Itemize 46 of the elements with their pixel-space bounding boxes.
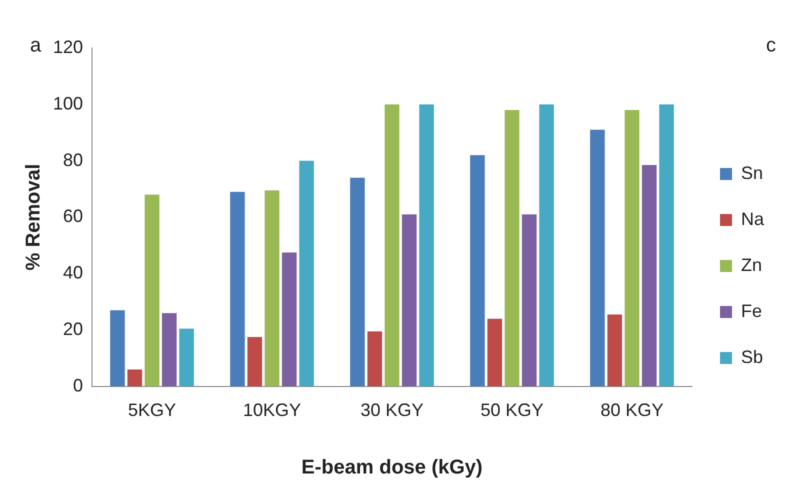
x-tick-label: 50 KGY [480,400,544,420]
text: a [30,34,42,57]
bar [110,310,125,386]
y-tick-label: 0 [73,375,84,396]
y-axis-title: % Removal [22,164,45,271]
y-tick-label: 80 [63,150,84,170]
bar [367,331,382,386]
bar [470,155,485,386]
bar [282,252,297,386]
x-tick-label: 10KGY [242,400,302,420]
bar [590,130,605,386]
bar [624,110,640,386]
y-tick-label: 40 [63,262,84,283]
legend-label: Fe [740,300,762,321]
bar [384,104,400,386]
bar [247,337,262,386]
x-axis-title: E-beam dose (kGy) [301,456,483,479]
legend-label: Na [740,208,765,229]
legend-label: Zn [740,254,762,275]
bar [487,318,502,386]
y-tick-label: 100 [52,93,84,114]
text: c [766,34,776,57]
bar [299,160,314,386]
legend-label: Sn [740,162,764,183]
y-tick-label: 120 [52,36,84,57]
bar [504,110,520,386]
bar [144,194,160,386]
y-tick-label: 60 [63,206,84,226]
bar [162,313,177,386]
x-tick-label: 80 KGY [600,400,664,420]
x-tick-label: 5KGY [128,400,176,420]
bar [402,214,417,386]
x-tick-label: 30 KGY [360,400,424,420]
bar [350,178,365,386]
y-tick-label: 20 [63,318,84,339]
bar [522,214,537,386]
bar [230,192,245,386]
bar [607,314,622,386]
bar [264,190,280,386]
legend-label: Sb [740,346,764,367]
bar [539,104,554,386]
bar [127,369,142,386]
bar [659,104,674,386]
bar [179,328,194,386]
bar [642,165,657,386]
bar [419,104,434,386]
